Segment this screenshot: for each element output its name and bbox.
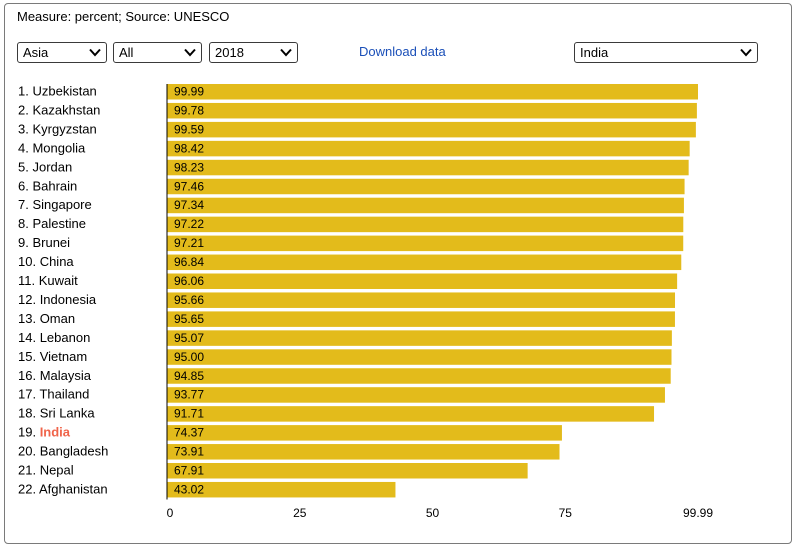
value-label: 95.00 bbox=[174, 350, 204, 364]
bar bbox=[167, 368, 671, 384]
value-label: 73.91 bbox=[174, 445, 204, 459]
category-select-value: All bbox=[119, 45, 134, 60]
value-label: 95.07 bbox=[174, 331, 204, 345]
country-select-value: India bbox=[580, 45, 609, 60]
value-label: 43.02 bbox=[174, 482, 204, 496]
bar bbox=[167, 254, 682, 271]
chevron-down-icon bbox=[184, 48, 196, 57]
value-label: 98.23 bbox=[174, 160, 204, 174]
x-tick-label: 99.99 bbox=[683, 506, 713, 520]
chevron-down-icon bbox=[280, 48, 292, 57]
value-label: 99.59 bbox=[174, 122, 204, 136]
x-tick-label: 0 bbox=[167, 506, 174, 520]
value-label: 95.66 bbox=[174, 293, 204, 307]
bar bbox=[167, 140, 690, 157]
bar bbox=[167, 292, 676, 308]
value-label: 97.34 bbox=[174, 198, 204, 212]
category-label: 5. Jordan bbox=[18, 159, 72, 174]
bar bbox=[167, 425, 562, 441]
value-label: 93.77 bbox=[174, 388, 204, 402]
category-label: 13. Oman bbox=[18, 311, 75, 326]
category-label: 19. India bbox=[18, 425, 71, 440]
category-label: 1. Uzbekistan bbox=[18, 84, 97, 99]
year-select-value: 2018 bbox=[215, 45, 244, 60]
category-label: 8. Palestine bbox=[18, 216, 86, 231]
x-tick-label: 50 bbox=[426, 506, 440, 520]
bar bbox=[167, 159, 689, 176]
bar bbox=[167, 387, 665, 403]
bar bbox=[167, 444, 560, 460]
bar bbox=[167, 216, 684, 233]
category-label: 9. Brunei bbox=[18, 235, 70, 250]
x-tick-label: 75 bbox=[559, 506, 573, 520]
value-label: 91.71 bbox=[174, 407, 204, 421]
value-label: 99.99 bbox=[174, 85, 204, 99]
bar bbox=[167, 349, 672, 365]
bar bbox=[167, 273, 678, 289]
category-label: 15. Vietnam bbox=[18, 349, 87, 364]
value-label: 67.91 bbox=[174, 464, 204, 478]
bar bbox=[167, 84, 698, 100]
value-label: 94.85 bbox=[174, 369, 204, 383]
category-label: 14. Lebanon bbox=[18, 330, 90, 345]
value-label: 96.06 bbox=[174, 274, 204, 288]
category-label: 3. Kyrgyzstan bbox=[18, 121, 97, 136]
category-label: 4. Mongolia bbox=[18, 140, 86, 155]
category-label: 21. Nepal bbox=[18, 463, 74, 478]
chevron-down-icon bbox=[740, 48, 752, 57]
measure-source-label: Measure: percent; Source: UNESCO bbox=[17, 9, 230, 24]
category-label: 2. Kazakhstan bbox=[18, 102, 100, 117]
bar bbox=[167, 178, 685, 195]
category-select[interactable]: All bbox=[113, 42, 202, 63]
chevron-down-icon bbox=[89, 48, 101, 57]
bar bbox=[167, 463, 528, 479]
bar bbox=[167, 197, 684, 214]
year-select[interactable]: 2018 bbox=[209, 42, 298, 63]
bar bbox=[167, 102, 697, 119]
bar bbox=[167, 235, 684, 252]
value-label: 97.21 bbox=[174, 236, 204, 250]
download-data-link[interactable]: Download data bbox=[359, 44, 446, 59]
category-label: 6. Bahrain bbox=[18, 178, 77, 193]
region-select-value: Asia bbox=[23, 45, 49, 60]
bar bbox=[167, 311, 675, 327]
value-label: 96.84 bbox=[174, 255, 204, 269]
value-label: 98.42 bbox=[174, 141, 204, 155]
bar bbox=[167, 406, 655, 422]
category-label: 11. Kuwait bbox=[18, 273, 78, 288]
category-label: 16. Malaysia bbox=[18, 368, 92, 383]
category-label: 20. Bangladesh bbox=[18, 444, 108, 459]
category-label: 17. Thailand bbox=[18, 387, 89, 402]
category-label: 22. Afghanistan bbox=[18, 481, 108, 496]
category-label: 10. China bbox=[18, 254, 74, 269]
bar bbox=[167, 330, 672, 346]
country-select[interactable]: India bbox=[574, 42, 758, 63]
value-label: 97.46 bbox=[174, 179, 204, 193]
bar bbox=[167, 481, 396, 498]
value-label: 97.22 bbox=[174, 217, 204, 231]
value-label: 95.65 bbox=[174, 312, 204, 326]
category-label: 7. Singapore bbox=[18, 197, 92, 212]
category-label: 12. Indonesia bbox=[18, 292, 97, 307]
value-label: 99.78 bbox=[174, 103, 204, 117]
bar bbox=[167, 121, 696, 138]
category-label: 18. Sri Lanka bbox=[18, 406, 95, 421]
value-label: 74.37 bbox=[174, 426, 204, 440]
region-select[interactable]: Asia bbox=[17, 42, 107, 63]
x-tick-label: 25 bbox=[293, 506, 307, 520]
